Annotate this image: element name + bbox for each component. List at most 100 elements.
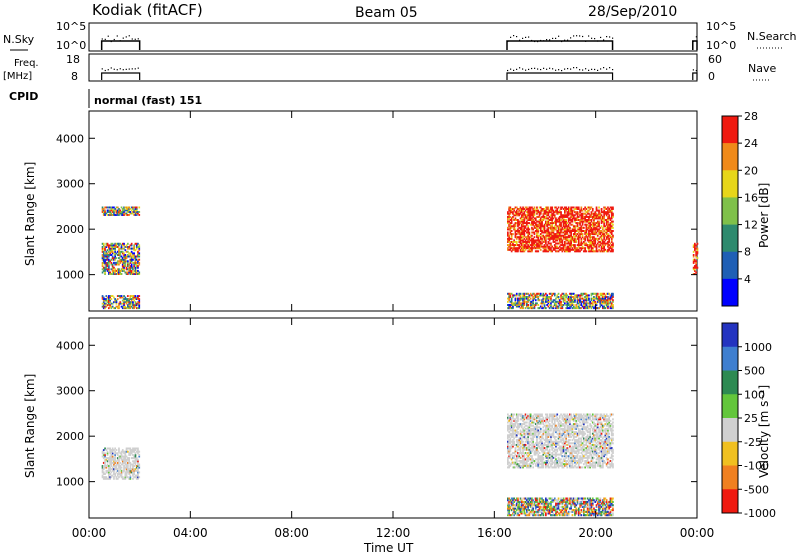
data-cell: [581, 421, 584, 424]
data-cell: [132, 453, 134, 456]
nave-dot: [119, 68, 121, 70]
data-cell: [605, 228, 608, 231]
data-cell: [547, 424, 550, 427]
data-cell: [598, 296, 600, 298]
data-cell: [570, 206, 572, 209]
data-cell: [579, 429, 581, 432]
data-cell: [593, 439, 595, 442]
data-cell: [133, 307, 135, 310]
data-cell: [569, 434, 571, 437]
data-cell: [588, 442, 590, 445]
data-cell: [543, 231, 546, 234]
data-cell: [591, 418, 594, 421]
data-cell: [551, 460, 553, 462]
data-cell: [609, 206, 612, 209]
data-cell: [547, 464, 550, 467]
data-cell: [539, 225, 542, 228]
data-cell: [128, 452, 130, 455]
data-cell: [542, 209, 545, 212]
data-cell: [527, 222, 529, 225]
data-cell: [570, 427, 572, 430]
data-cell: [102, 299, 105, 302]
data-cell: [564, 429, 566, 432]
data-cell: [523, 294, 526, 297]
data-cell: [610, 248, 613, 251]
data-cell: [580, 413, 583, 416]
data-cell: [533, 244, 536, 247]
data-cell: [102, 242, 105, 245]
data-cell: [571, 215, 574, 218]
data-cell: [512, 217, 514, 220]
data-cell: [528, 217, 531, 220]
data-cell: [538, 415, 541, 418]
data-cell: [119, 212, 122, 215]
data-cell: [567, 456, 570, 459]
data-cell: [522, 429, 524, 432]
data-cell: [575, 305, 578, 308]
data-cell: [528, 247, 531, 250]
data-cell: [520, 217, 523, 220]
data-cell: [596, 215, 599, 218]
data-cell: [118, 302, 120, 305]
data-cell: [588, 297, 590, 300]
data-cell: [584, 466, 586, 469]
data-cell: [536, 440, 538, 443]
data-cell: [695, 261, 697, 264]
data-cell: [120, 258, 123, 261]
data-cell: [581, 209, 584, 212]
data-cell: [508, 305, 510, 308]
data-cell: [564, 434, 566, 437]
data-cell: [548, 223, 551, 226]
data-cell: [542, 466, 545, 469]
data-cell: [571, 439, 574, 442]
data-cell: [537, 234, 540, 237]
data-cell: [595, 244, 598, 247]
data-cell: [546, 297, 548, 300]
data-cell: [519, 461, 522, 464]
data-cell: [561, 450, 564, 453]
data-cell: [599, 445, 602, 448]
data-cell: [133, 266, 135, 269]
data-cell: [579, 461, 581, 464]
data-cell: [531, 307, 533, 310]
data-cell: [545, 296, 547, 298]
data-cell: [111, 271, 114, 274]
data-cell: [562, 222, 565, 225]
data-cell: [547, 223, 550, 226]
data-cell: [564, 206, 566, 209]
data-cell: [128, 473, 130, 475]
data-cell: [134, 453, 137, 456]
data-cell: [539, 248, 542, 251]
data-cell: [589, 418, 591, 421]
data-cell: [608, 211, 610, 214]
data-cell: [557, 460, 560, 462]
data-cell: [517, 452, 519, 454]
data-cell: [513, 426, 515, 429]
data-cell: [604, 219, 607, 221]
data-cell: [594, 212, 597, 215]
data-cell: [543, 240, 546, 243]
data-cell: [572, 434, 575, 437]
nave-dot: [567, 67, 569, 70]
data-cell: [109, 447, 111, 450]
data-cell: [695, 260, 697, 263]
data-cell: [527, 415, 529, 418]
data-cell: [566, 418, 569, 421]
data-cell: [561, 244, 564, 247]
data-cell: [526, 463, 528, 466]
data-cell: [581, 435, 584, 438]
data-cell: [555, 443, 557, 446]
nave-dot: [116, 69, 118, 71]
data-cell: [124, 246, 127, 248]
data-cell: [520, 225, 523, 228]
data-cell: [561, 242, 564, 245]
data-cell: [562, 418, 565, 421]
data-cell: [599, 435, 602, 438]
data-cell: [528, 299, 531, 302]
data-cell: [589, 416, 591, 419]
data-cell: [101, 265, 104, 268]
data-cell: [569, 236, 571, 239]
data-cell: [545, 426, 547, 429]
data-cell: [541, 242, 543, 245]
data-cell: [603, 307, 605, 310]
